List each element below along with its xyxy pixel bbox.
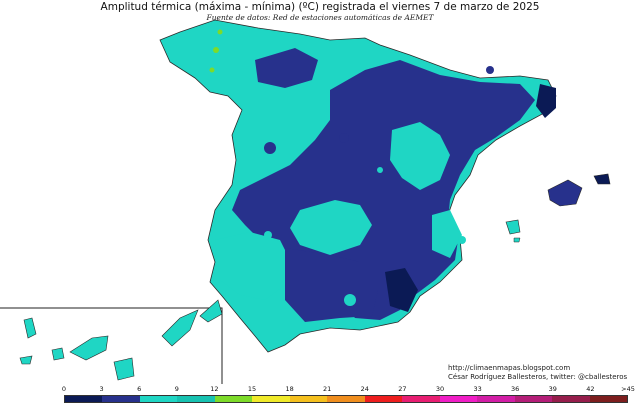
- legend-tick-label: 42: [586, 385, 595, 393]
- spot-navy: [339, 133, 349, 143]
- island-fuerteventura: [161, 309, 199, 347]
- legend-swatch: [514, 396, 553, 402]
- region-turquoise-south: [215, 232, 290, 300]
- spot-green: [213, 47, 219, 53]
- legend-tick-label: 6: [137, 385, 142, 393]
- spot-turquoise: [264, 231, 272, 239]
- legend-swatch: [327, 396, 365, 402]
- legend-tick-label: 9: [174, 385, 179, 393]
- legend-swatch: [477, 396, 515, 402]
- legend-swatch: [102, 396, 140, 402]
- island-la-gomera: [51, 347, 65, 361]
- spot-turquoise: [344, 294, 356, 306]
- spot-navy: [264, 142, 276, 154]
- region-navy-north: [255, 48, 318, 88]
- island-la-palma: [23, 317, 37, 339]
- legend-bar: [64, 395, 628, 403]
- legend-tick-label: >45: [621, 385, 635, 393]
- legend-tick-label: 27: [398, 385, 407, 393]
- legend-swatch: [439, 396, 478, 402]
- island-tenerife: [69, 335, 109, 361]
- island-ibiza: [505, 219, 521, 235]
- legend-swatch: [139, 396, 178, 402]
- legend-tick-label: 39: [548, 385, 557, 393]
- legend-tick-label: 15: [247, 385, 257, 393]
- legend-swatch: [364, 396, 403, 402]
- legend-swatch: [65, 396, 103, 402]
- legend-swatch: [252, 396, 290, 402]
- island-lanzarote: [199, 299, 223, 323]
- spot-green: [209, 67, 215, 73]
- island-el-hierro: [19, 355, 33, 365]
- legend-tick-label: 36: [511, 385, 520, 393]
- legend-tick-label: 0: [61, 385, 67, 393]
- region-turquoise-valencia: [432, 210, 462, 258]
- color-legend: 0 3 6 9 12 15 18 21 24 27 30 33 36 39 42 >45: [61, 385, 635, 403]
- credit-author: César Rodríguez Ballesteros, twitter: @c…: [448, 373, 628, 381]
- region-dark-girona: [536, 84, 556, 118]
- legend-swatch: [552, 396, 590, 402]
- legend-tick-label: 3: [99, 385, 104, 393]
- island-mallorca: [547, 179, 583, 207]
- spot-turquoise: [458, 236, 466, 244]
- legend-tick-label: 18: [285, 385, 294, 393]
- region-turquoise-east: [390, 122, 450, 190]
- legend-tick-label: 24: [360, 385, 369, 393]
- island-gran-canaria: [113, 357, 135, 381]
- legend-swatch: [589, 396, 628, 402]
- legend-tick-label: 33: [473, 385, 482, 393]
- legend-tick-label: 21: [323, 385, 332, 393]
- legend-swatch: [214, 396, 253, 402]
- legend-swatch: [177, 396, 215, 402]
- credit-url: http://climaenmapas.blogspot.com: [448, 364, 571, 372]
- legend-swatch: [402, 396, 440, 402]
- island-formentera: [513, 237, 521, 243]
- spot-turquoise: [377, 167, 383, 173]
- region-dark-murcia: [385, 268, 418, 312]
- map-title: Amplitud térmica (máxima - mínima) (ºC) …: [100, 1, 540, 13]
- region-turquoise-center: [290, 200, 372, 255]
- legend-tick-label: 12: [210, 385, 219, 393]
- island-menorca: [593, 173, 611, 185]
- spot-navy: [486, 66, 494, 74]
- legend-tick-label: 30: [435, 385, 445, 393]
- canary-inset-frame: [0, 307, 223, 384]
- legend-swatch: [289, 396, 328, 402]
- map-subtitle: Fuente de datos: Red de estaciones autom…: [206, 13, 434, 22]
- spot-green: [217, 29, 223, 35]
